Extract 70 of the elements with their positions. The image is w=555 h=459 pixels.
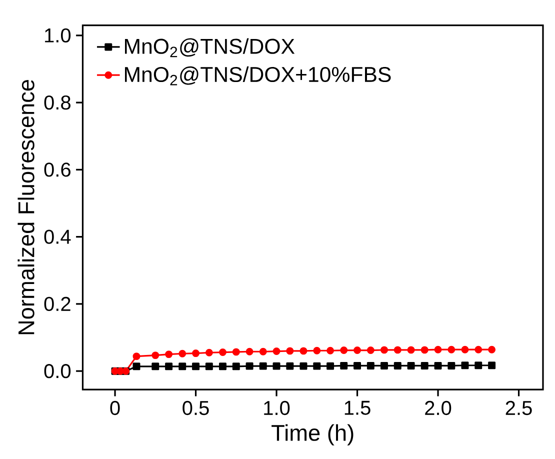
point	[407, 346, 415, 354]
point	[448, 346, 456, 354]
point	[132, 362, 140, 370]
point	[205, 362, 213, 370]
point	[272, 362, 280, 370]
y-tick-label: 0.0	[44, 364, 71, 378]
point	[259, 348, 267, 356]
point	[246, 362, 254, 370]
point	[152, 352, 160, 360]
point	[178, 350, 186, 358]
x-tick-label: 1.0	[264, 400, 290, 416]
point	[448, 362, 456, 370]
point	[354, 362, 361, 370]
x-tick-label: 2.0	[425, 400, 452, 416]
point	[246, 348, 254, 356]
point	[434, 362, 442, 370]
x-tick-label: 0	[110, 400, 120, 416]
point	[272, 348, 280, 356]
point	[420, 362, 428, 370]
y-tick-label: 0.4	[44, 230, 71, 244]
point	[488, 362, 496, 370]
point	[313, 346, 321, 354]
point	[474, 346, 482, 354]
point	[340, 346, 348, 354]
point	[461, 362, 469, 370]
point	[300, 362, 308, 370]
y-tick-label: 1.0	[45, 28, 71, 43]
y-tick-label: 0.8	[44, 95, 70, 110]
x-tick-label: 2.5	[506, 400, 532, 416]
x-axis-title: Time (h)	[272, 424, 354, 446]
point	[326, 362, 334, 370]
point	[326, 346, 334, 354]
point	[259, 362, 267, 370]
point	[192, 350, 200, 358]
point	[219, 362, 226, 370]
y-tick-label: 0.2	[44, 296, 70, 312]
x-tick-label: 1.5	[344, 400, 370, 415]
point	[366, 346, 374, 354]
point	[192, 362, 200, 370]
point	[165, 350, 173, 358]
legend-label: MnO$_{2}$@TNS/DOX	[125, 38, 295, 58]
point	[205, 348, 213, 356]
point	[434, 346, 442, 354]
point	[178, 362, 186, 370]
point	[474, 362, 482, 370]
x-tick-label: 0.5	[182, 400, 209, 416]
point	[380, 346, 388, 354]
point	[313, 362, 321, 370]
point	[132, 352, 140, 360]
point	[165, 362, 173, 370]
point	[340, 362, 348, 370]
point	[286, 362, 294, 370]
point	[219, 348, 226, 356]
point	[232, 348, 240, 356]
point	[366, 362, 374, 370]
point	[286, 347, 294, 355]
point	[380, 362, 388, 370]
point	[394, 346, 402, 354]
legend-label: MnO$_{2}$@TNS/DOX+10%FBS	[125, 66, 391, 86]
point	[394, 362, 402, 370]
y-tick-label: 0.6	[44, 162, 70, 177]
point	[152, 362, 160, 370]
point	[407, 362, 415, 370]
point	[461, 346, 469, 354]
y-axis-title: Normalized Fluorescence	[18, 80, 34, 334]
point	[354, 346, 361, 354]
point	[488, 346, 496, 354]
point	[232, 362, 240, 370]
point	[420, 346, 428, 354]
point	[300, 347, 308, 355]
